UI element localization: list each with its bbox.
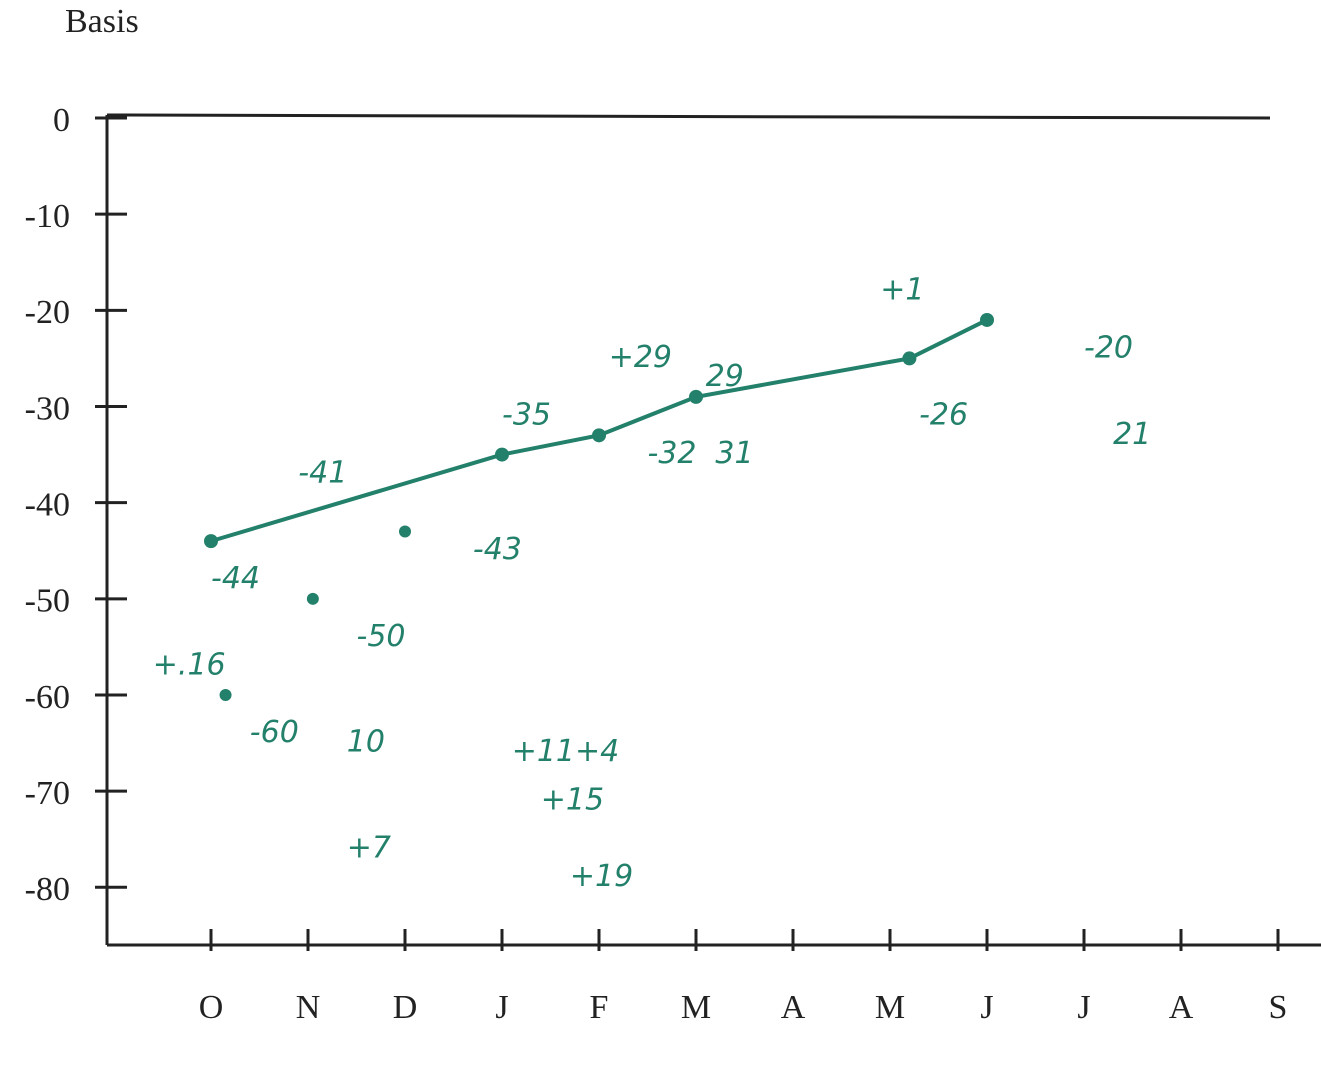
y-tick-label: -20 bbox=[25, 294, 70, 331]
annotation: -43 bbox=[473, 532, 522, 567]
annotation: 29 bbox=[706, 359, 744, 394]
y-axis-title: Basis bbox=[65, 3, 139, 40]
chart: Basis 0 -10 -20 -30 -40 -50 -60 -70 -80 O N D J F M A M J… bbox=[0, 0, 1321, 1066]
x-tick-label: A bbox=[1169, 989, 1194, 1026]
x-tick-label: N bbox=[296, 989, 321, 1026]
data-point bbox=[495, 448, 509, 462]
x-tick-label: J bbox=[980, 989, 993, 1026]
y-tick-label: -70 bbox=[25, 775, 70, 812]
data-point bbox=[204, 534, 218, 548]
x-tick-label: M bbox=[875, 989, 905, 1026]
annotation: -26 bbox=[919, 398, 968, 433]
data-point bbox=[399, 526, 411, 538]
y-tick-label: -40 bbox=[25, 486, 70, 523]
annotation: 21 bbox=[1113, 417, 1151, 452]
annotation: -50 bbox=[357, 619, 406, 654]
data-point bbox=[307, 593, 319, 605]
annotation: -60 bbox=[250, 715, 299, 750]
y-tick-label: -10 bbox=[25, 198, 70, 235]
annotation: +7 bbox=[347, 830, 391, 865]
data-point bbox=[689, 390, 703, 404]
annotation: -41 bbox=[298, 455, 347, 490]
annotation: +15 bbox=[541, 782, 604, 817]
annotation: +11+4 bbox=[512, 734, 620, 769]
y-tick-label: -60 bbox=[25, 679, 70, 716]
data-point bbox=[220, 689, 232, 701]
annotation: 31 bbox=[715, 436, 753, 471]
annotation: -44 bbox=[211, 561, 260, 596]
data-point bbox=[592, 428, 606, 442]
x-tick-label: O bbox=[199, 989, 224, 1026]
y-tick-label: -80 bbox=[25, 871, 70, 908]
x-tick-label: D bbox=[393, 989, 418, 1026]
annotation: -32 bbox=[648, 436, 697, 471]
annotation: -20 bbox=[1084, 330, 1133, 365]
annotation: +.16 bbox=[153, 648, 226, 683]
x-tick-label: A bbox=[781, 989, 806, 1026]
plot-frame-top bbox=[107, 115, 1270, 118]
y-tick-label: -30 bbox=[25, 390, 70, 427]
y-tick-label: -50 bbox=[25, 583, 70, 620]
annotation: +1 bbox=[880, 273, 924, 308]
annotation: 10 bbox=[347, 725, 385, 760]
annotation: +19 bbox=[570, 859, 633, 894]
x-tick-label: J bbox=[495, 989, 508, 1026]
x-tick-label: M bbox=[681, 989, 711, 1026]
annotation: -35 bbox=[502, 398, 551, 433]
data-point bbox=[980, 313, 994, 327]
x-tick-label: S bbox=[1269, 989, 1288, 1026]
y-tick-label: 0 bbox=[53, 102, 70, 139]
x-tick-label: F bbox=[590, 989, 609, 1026]
x-tick-label: J bbox=[1077, 989, 1090, 1026]
annotation: +29 bbox=[609, 340, 672, 375]
data-point bbox=[902, 351, 916, 365]
